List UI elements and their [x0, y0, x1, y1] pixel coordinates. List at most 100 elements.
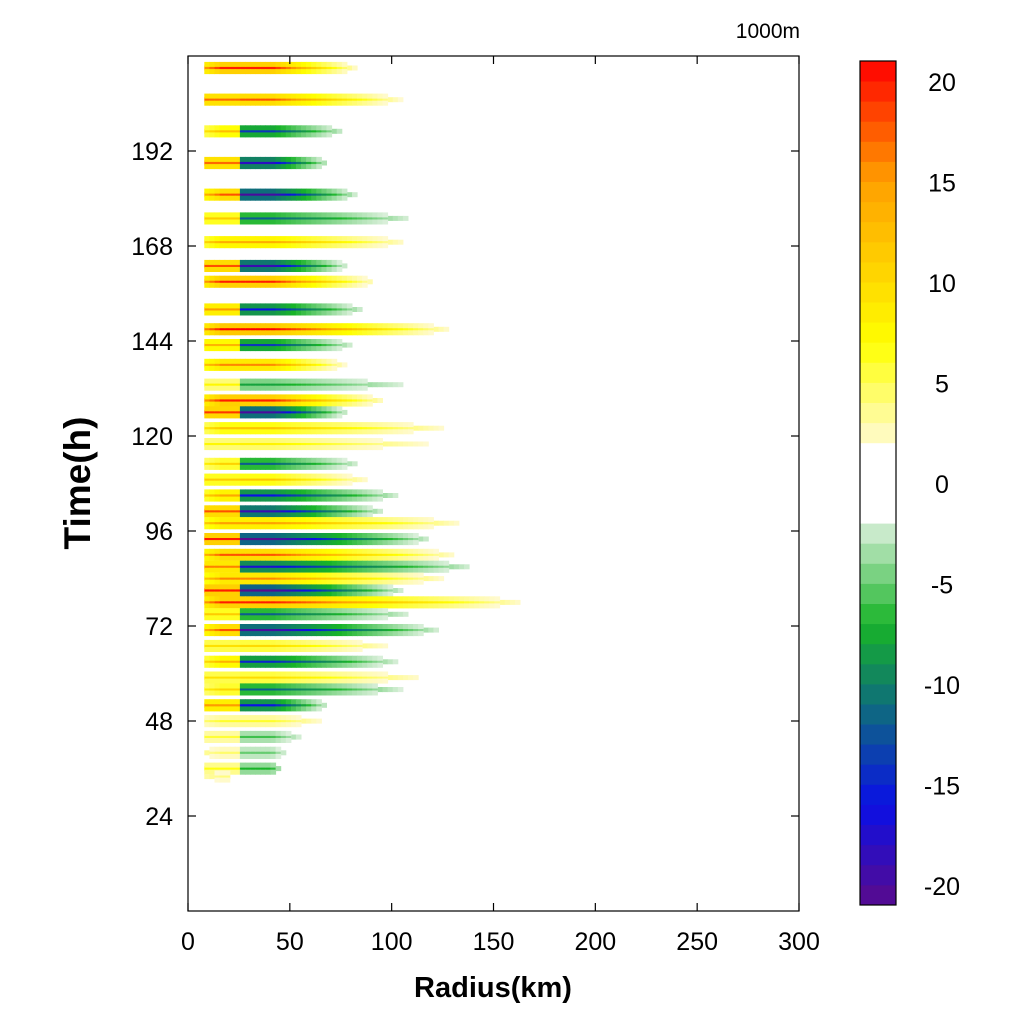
heatmap-cell — [321, 536, 327, 542]
heatmap-cell — [443, 603, 450, 609]
heatmap-cell — [367, 687, 373, 693]
heatmap-cell — [346, 97, 353, 103]
heatmap-cell — [229, 588, 236, 593]
heatmap-cell — [336, 394, 343, 400]
heatmap-cell — [423, 517, 429, 523]
heatmap-cell — [311, 342, 317, 348]
heatmap-cell — [311, 611, 317, 617]
heatmap-cell — [209, 267, 215, 272]
heatmap-cell — [392, 540, 399, 546]
heatmap-cell — [219, 382, 226, 388]
heatmap-cell — [250, 406, 256, 412]
heatmap-cell — [392, 429, 399, 435]
heatmap-cell — [331, 608, 338, 614]
heatmap-cell — [367, 579, 373, 585]
heatmap-cell — [270, 61, 277, 67]
heatmap-cell — [321, 702, 327, 708]
heatmap-cell — [214, 690, 221, 696]
heatmap-cell — [260, 219, 266, 225]
heatmap-cell — [219, 422, 226, 428]
heatmap-cell — [214, 770, 221, 776]
heatmap-cell — [382, 425, 389, 431]
heatmap-cell — [301, 398, 307, 403]
heatmap-cell — [270, 603, 277, 609]
heatmap-cell — [245, 608, 251, 614]
heatmap-cell — [245, 564, 251, 570]
heatmap-cell — [372, 438, 378, 443]
colorbar-segment — [860, 181, 896, 203]
heatmap-cell — [397, 552, 404, 558]
heatmap-cell — [280, 378, 287, 384]
heatmap-cell — [362, 564, 368, 570]
heatmap-cell — [326, 441, 333, 447]
heatmap-cell — [209, 615, 215, 621]
heatmap-cell — [352, 540, 358, 546]
heatmap-cell — [275, 422, 282, 428]
heatmap-cell — [224, 323, 231, 329]
heatmap-cell — [336, 683, 343, 689]
heatmap-cell — [285, 394, 292, 400]
heatmap-cell — [341, 385, 348, 391]
heatmap-cell — [387, 540, 394, 546]
heatmap-cell — [204, 132, 210, 138]
heatmap-cell — [265, 385, 271, 391]
heatmap-cell — [357, 647, 363, 652]
heatmap-cell — [270, 275, 277, 281]
heatmap-cell — [275, 236, 282, 242]
heatmap-cell — [209, 132, 215, 138]
heatmap-cell — [255, 128, 261, 134]
heatmap-cell — [306, 192, 312, 198]
heatmap-cell — [295, 128, 302, 134]
heatmap-cell — [229, 156, 236, 162]
heatmap-cell — [224, 631, 231, 637]
heatmap-cell — [408, 627, 414, 633]
heatmap-cell — [290, 533, 297, 538]
heatmap-cell — [260, 766, 266, 772]
heatmap-cell — [260, 603, 266, 609]
heatmap-cell — [209, 394, 215, 400]
heatmap-cell — [438, 596, 445, 602]
heatmap-cell — [280, 156, 287, 162]
heatmap-cell — [285, 690, 292, 696]
heatmap-cell — [260, 540, 266, 546]
heatmap-cell — [214, 520, 221, 526]
heatmap-cell — [224, 464, 231, 470]
heatmap-cell — [336, 548, 343, 554]
heatmap-cell — [331, 394, 338, 400]
heatmap-cell — [295, 473, 302, 479]
heatmap-cell — [306, 413, 312, 419]
heatmap-cell — [219, 603, 226, 609]
heatmap-cell — [357, 639, 363, 645]
heatmap-cell — [428, 517, 434, 523]
heatmap-cell — [306, 323, 312, 329]
heatmap-cell — [204, 438, 210, 443]
heatmap-cell — [239, 603, 246, 609]
heatmap-cell — [270, 192, 277, 198]
heatmap-cell — [245, 164, 251, 170]
heatmap-cell — [204, 378, 210, 384]
heatmap-cell — [255, 564, 261, 570]
heatmap-cell — [352, 591, 358, 597]
heatmap-cell — [275, 706, 282, 712]
heatmap-cell — [209, 219, 215, 225]
heatmap-cell — [214, 97, 221, 103]
heatmap-cell — [295, 461, 302, 467]
heatmap-cell — [352, 243, 358, 249]
heatmap-cell — [265, 445, 271, 451]
heatmap-cell — [377, 643, 383, 649]
heatmap-cell — [336, 378, 343, 384]
heatmap-cell — [306, 555, 312, 561]
heatmap-cell — [285, 326, 292, 332]
heatmap-cell — [331, 567, 338, 573]
heatmap-cell — [234, 128, 241, 134]
heatmap-cell — [214, 362, 221, 368]
heatmap-cell — [204, 750, 210, 756]
heatmap-cell — [306, 65, 312, 71]
heatmap-cell — [209, 730, 215, 736]
heatmap-cell — [239, 671, 246, 677]
heatmap-cell — [362, 548, 368, 554]
heatmap-cell — [250, 603, 256, 609]
heatmap-cell — [372, 520, 378, 526]
heatmap-cell — [367, 572, 373, 578]
heatmap-cell — [245, 464, 251, 470]
